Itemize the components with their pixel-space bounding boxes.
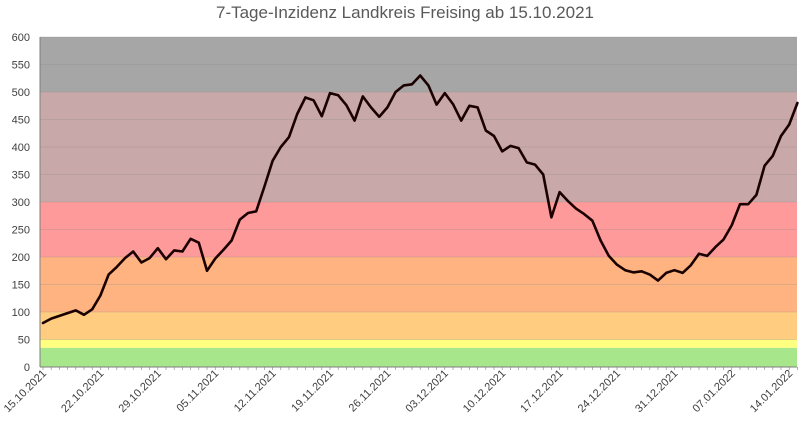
y-tick-label-5: 250 <box>12 225 30 237</box>
x-tick-label-1: 22.10.2021 <box>59 368 106 415</box>
x-tick-label-3: 05.11.2021 <box>174 368 221 415</box>
y-tick-label-7: 350 <box>12 170 30 182</box>
band-1 <box>40 339 797 348</box>
y-tick-label-6: 300 <box>12 197 30 209</box>
band-0 <box>40 347 797 367</box>
x-tick-label-5: 19.11.2021 <box>289 368 336 415</box>
y-tick-label-11: 550 <box>12 60 30 72</box>
y-tick-label-2: 100 <box>12 307 30 319</box>
y-tick-label-4: 200 <box>12 252 30 264</box>
y-tick-label-0: 0 <box>24 362 30 374</box>
y-tick-label-1: 50 <box>18 335 30 347</box>
y-tick-label-12: 600 <box>12 32 30 44</box>
x-tick-label-13: 14.01.2022 <box>748 368 795 415</box>
y-axis-ticks: 0 50 100 150 200 250 300 350 400 450 500 550 600 <box>12 32 30 374</box>
x-tick-label-10: 24.12.2021 <box>576 368 623 415</box>
x-tick-label-11: 31.12.2021 <box>633 368 680 415</box>
x-tick-label-6: 26.11.2021 <box>347 368 394 415</box>
y-tick-label-9: 450 <box>12 115 30 127</box>
chart-title: 7-Tage-Inzidenz Landkreis Freising ab 15… <box>216 3 594 22</box>
x-tick-label-9: 17.12.2021 <box>518 368 565 415</box>
x-axis-ticks: 15.10.2021 22.10.2021 29.10.2021 05.11.2021… <box>2 368 796 415</box>
y-tick-label-8: 400 <box>12 142 30 154</box>
x-tick-label-4: 12.11.2021 <box>232 368 279 415</box>
x-tick-label-7: 03.12.2021 <box>404 368 451 415</box>
x-tick-label-12: 07.01.2022 <box>691 368 738 415</box>
x-tick-label-8: 10.12.2021 <box>461 368 508 415</box>
y-tick-label-3: 150 <box>12 280 30 292</box>
x-tick-label-2: 29.10.2021 <box>117 368 164 415</box>
band-2 <box>40 312 797 340</box>
data-series <box>41 74 799 325</box>
axes <box>39 37 798 370</box>
series-line-0 <box>41 74 799 325</box>
y-tick-label-10: 500 <box>12 87 30 99</box>
x-tick-label-0: 15.10.2021 <box>2 368 49 415</box>
